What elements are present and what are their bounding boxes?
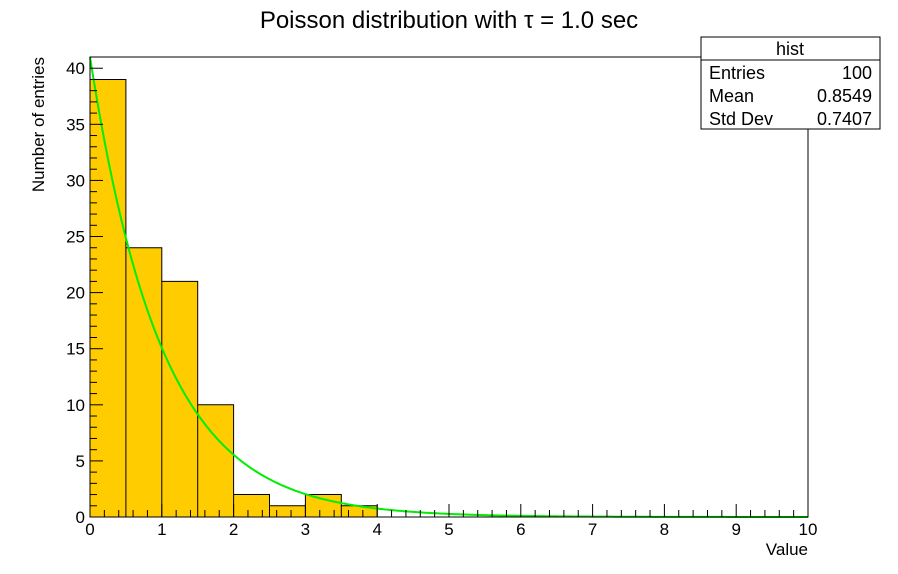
x-tick-label-1: 1 [157, 520, 166, 539]
histogram-bar-5 [269, 505, 306, 517]
x-axis-ticks [89, 504, 809, 517]
stats-box: hist Entries 100 Mean 0.8549 Std Dev 0.7… [700, 36, 881, 130]
y-tick-label-6: 30 [66, 171, 85, 190]
y-tick-label-5: 25 [66, 228, 85, 247]
histogram-bar-1 [125, 247, 162, 518]
chart-title: Poisson distribution with τ = 1.0 sec [260, 7, 638, 34]
stats-entries-value: 100 [842, 63, 872, 83]
y-axis-label: Number of entries [29, 57, 48, 192]
histogram-bar-0 [90, 79, 126, 517]
stats-entries-label: Entries [709, 63, 765, 83]
histogram-bar-7 [341, 505, 378, 517]
y-tick-label-0: 0 [76, 508, 85, 527]
x-tick-label-6: 6 [516, 520, 525, 539]
x-tick-label-5: 5 [444, 520, 453, 539]
stats-stddev-label: Std Dev [709, 109, 773, 129]
histogram-bar-6 [305, 494, 342, 517]
y-tick-label-8: 40 [66, 59, 85, 78]
x-tick-label-4: 4 [372, 520, 381, 539]
x-tick-label-9: 9 [731, 520, 740, 539]
y-tick-label-3: 15 [66, 340, 85, 359]
stats-mean-label: Mean [709, 86, 754, 106]
histogram-bar-4 [233, 494, 270, 517]
y-axis-ticks [90, 56, 103, 518]
histogram-bars [89, 78, 808, 518]
x-tick-label-3: 3 [301, 520, 310, 539]
y-tick-label-1: 5 [76, 452, 85, 471]
x-axis-tick-labels: 0 1 2 3 4 5 6 7 8 9 10 [85, 520, 817, 539]
stats-box-frame [700, 36, 881, 130]
stats-stddev-value: 0.7407 [817, 109, 872, 129]
x-tick-label-8: 8 [660, 520, 669, 539]
stats-box-title: hist [776, 39, 804, 59]
x-tick-label-2: 2 [229, 520, 238, 539]
y-tick-label-2: 10 [66, 396, 85, 415]
x-axis-label: Value [766, 540, 808, 559]
x-tick-label-0: 0 [85, 520, 94, 539]
x-tick-label-10: 10 [799, 520, 818, 539]
x-tick-label-7: 7 [588, 520, 597, 539]
y-tick-label-7: 35 [66, 115, 85, 134]
y-axis-tick-labels: 0 5 10 15 20 25 30 35 40 [66, 59, 85, 527]
histogram-bar-2 [161, 281, 198, 517]
stats-mean-value: 0.8549 [817, 86, 872, 106]
y-tick-label-4: 20 [66, 284, 85, 303]
